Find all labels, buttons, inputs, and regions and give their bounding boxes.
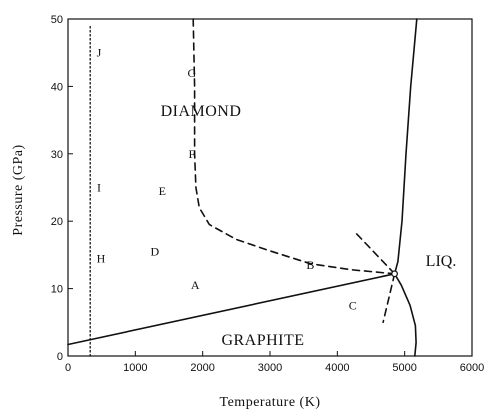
- x-tick-label: 5000: [392, 362, 416, 374]
- x-tick-label: 2000: [190, 362, 214, 374]
- solid-boundary-line-2: [393, 18, 418, 275]
- point-label-b: B: [306, 258, 314, 272]
- y-tick-label: 10: [51, 284, 63, 296]
- dashed-boundary-line-5: [382, 272, 396, 324]
- y-tick-label: 40: [51, 81, 63, 93]
- labels-layer: J G F I E D H B A C: [97, 46, 357, 313]
- point-label-j: J: [97, 46, 102, 60]
- y-tick-label: 30: [51, 149, 63, 161]
- triple-point-marker: [391, 270, 398, 278]
- plot-frame: [67, 18, 473, 357]
- region-label-liquid: LIQ.: [426, 253, 457, 270]
- region-label-graphite: GRAPHITE: [221, 332, 304, 349]
- point-label-c: C: [349, 298, 357, 312]
- point-label-a: A: [191, 278, 200, 292]
- x-tick-label: 3000: [258, 362, 282, 374]
- point-label-d: D: [151, 245, 160, 259]
- series-layer: [67, 18, 418, 357]
- point-label-g: G: [188, 66, 197, 80]
- ticks-layer: 0 1000 2000 3000 4000 5000 6000 0 10 20 30 40 50: [51, 14, 484, 374]
- point-label-e: E: [159, 184, 166, 198]
- y-tick-label: 20: [51, 216, 63, 228]
- y-tick-label: 50: [51, 14, 63, 26]
- x-tick-label: 6000: [460, 362, 484, 374]
- y-axis-title: Pressure (GPa): [11, 144, 26, 235]
- region-label-diamond: DIAMOND: [161, 103, 242, 120]
- point-label-f: F: [189, 147, 196, 161]
- x-axis-title: Temperature (K): [220, 395, 321, 410]
- x-tick-label: 4000: [325, 362, 349, 374]
- y-tick-label: 0: [57, 351, 63, 363]
- point-label-i: I: [97, 181, 101, 195]
- dashed-boundary-line-6: [353, 230, 396, 275]
- x-tick-label: 1000: [123, 362, 147, 374]
- solid-boundary-line-1: [67, 272, 396, 346]
- solid-boundary-line-3: [393, 272, 417, 357]
- x-tick-label: 0: [65, 362, 71, 374]
- point-label-h: H: [97, 251, 106, 265]
- dashed-boundary-line-4: [192, 18, 396, 275]
